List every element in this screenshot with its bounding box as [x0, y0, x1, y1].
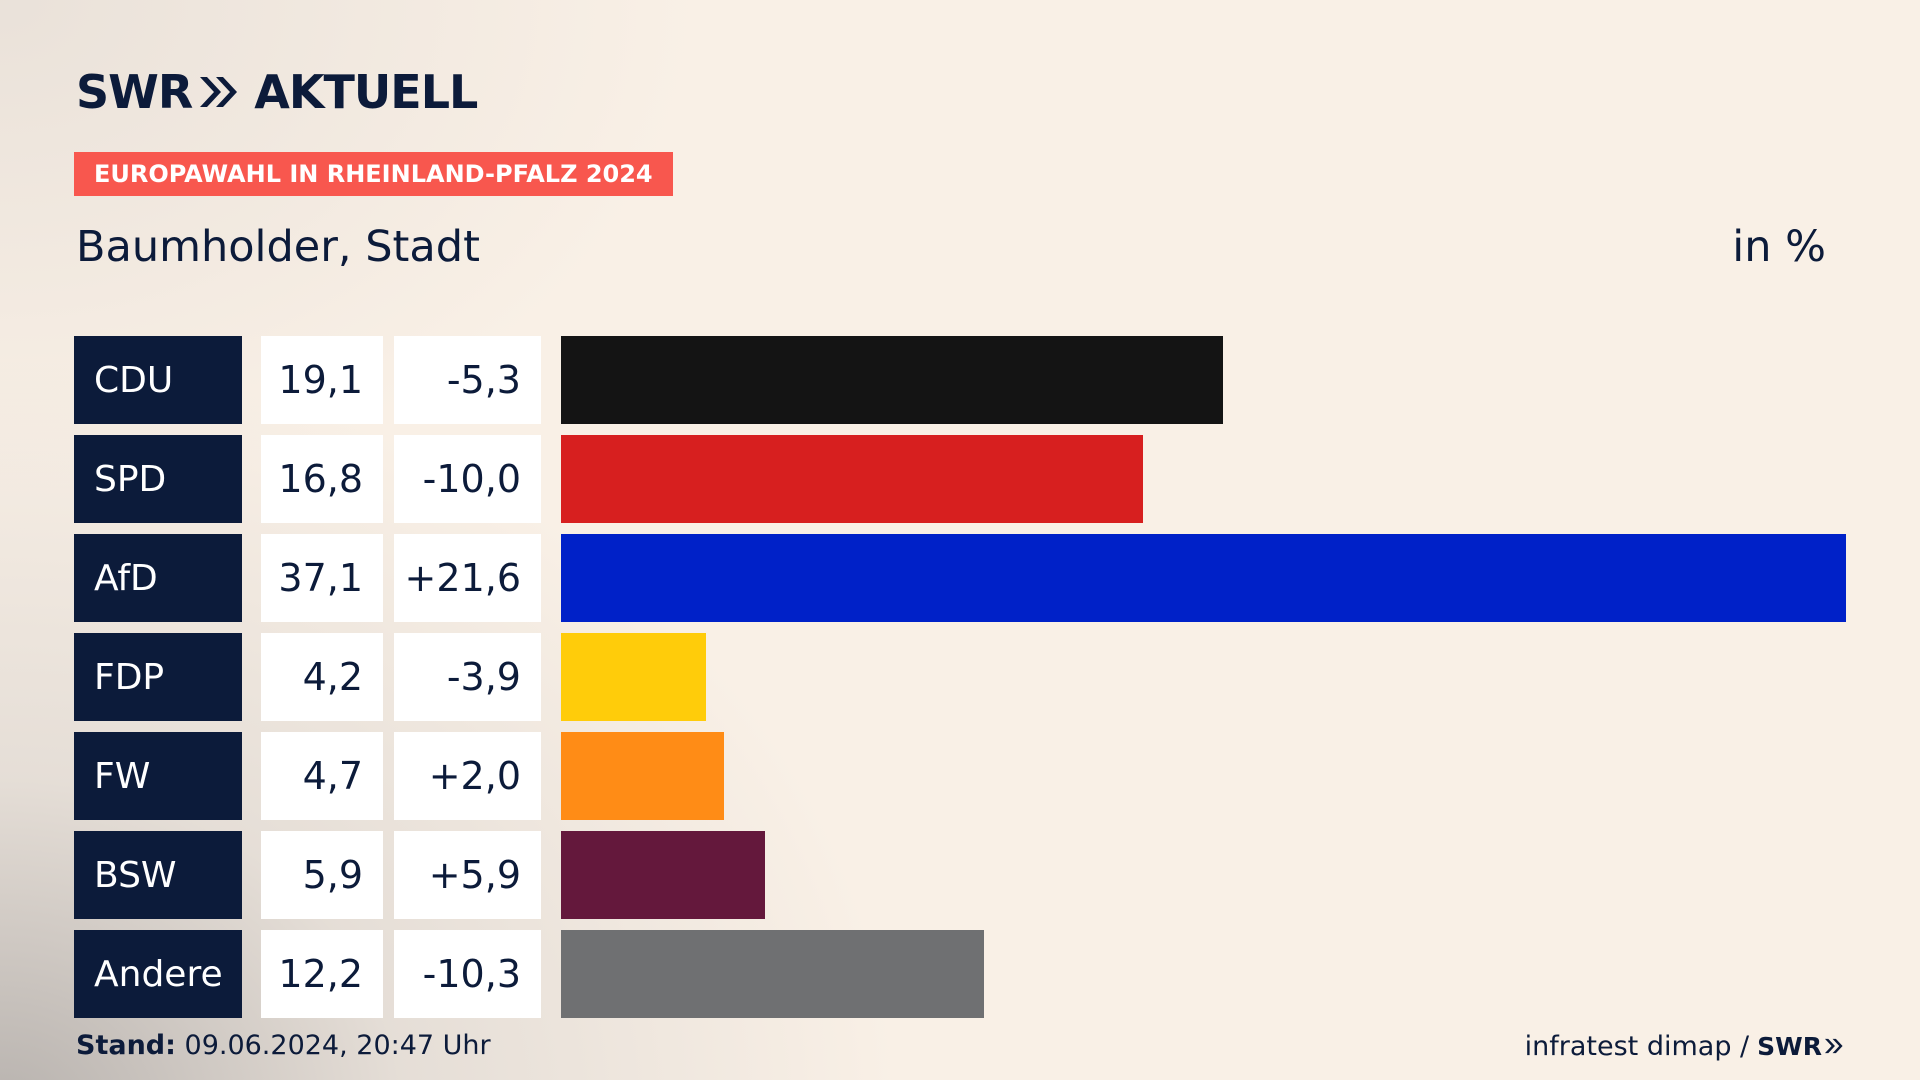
result-row: FDP 4,2 -3,9: [74, 633, 1846, 721]
swr-mini-logo: SWR: [1757, 1032, 1844, 1061]
vote-share-value: 16,8: [261, 435, 383, 523]
vote-share-value: 5,9: [261, 831, 383, 919]
election-tag: EUROPAWAHL IN RHEINLAND-PFALZ 2024: [74, 152, 673, 196]
vote-change-value: -5,3: [394, 336, 541, 424]
stand-value: 09.06.2024, 20:47 Uhr: [184, 1030, 491, 1061]
stand-label: Stand:: [76, 1030, 176, 1061]
result-row: AfD 37,1 +21,6: [74, 534, 1846, 622]
logo-aktuell-text: AKTUELL: [254, 65, 478, 119]
vote-share-value: 4,7: [261, 732, 383, 820]
vote-change-value: -10,3: [394, 930, 541, 1018]
vote-share-value: 12,2: [261, 930, 383, 1018]
result-bar: [561, 831, 766, 919]
party-label: Andere: [74, 930, 242, 1018]
party-label: AfD: [74, 534, 242, 622]
result-row: FW 4,7 +2,0: [74, 732, 1846, 820]
party-label: FW: [74, 732, 242, 820]
result-bar: [561, 534, 1846, 622]
vote-share-value: 37,1: [261, 534, 383, 622]
result-row: Andere 12,2 -10,3: [74, 930, 1846, 1018]
vote-change-value: -3,9: [394, 633, 541, 721]
double-chevron-icon: [200, 77, 238, 107]
vote-share-value: 19,1: [261, 336, 383, 424]
mini-double-chevron-icon: [1824, 1038, 1843, 1054]
party-label: SPD: [74, 435, 242, 523]
result-bar: [561, 930, 984, 1018]
swr-aktuell-logo: SWR AKTUELL: [76, 65, 478, 119]
chart-title: Baumholder, Stadt: [76, 222, 480, 272]
source-credit: infratest dimap / SWR: [1525, 1029, 1844, 1063]
vote-change-value: -10,0: [394, 435, 541, 523]
vote-change-value: +5,9: [394, 831, 541, 919]
result-row: SPD 16,8 -10,0: [74, 435, 1846, 523]
unit-label: in %: [1732, 222, 1826, 272]
party-label: BSW: [74, 831, 242, 919]
mini-logo-text: SWR: [1757, 1031, 1822, 1061]
source-text: infratest dimap /: [1524, 1030, 1750, 1062]
result-bar: [561, 633, 707, 721]
logo-swr-text: SWR: [76, 65, 193, 119]
result-row: CDU 19,1 -5,3: [74, 336, 1846, 424]
party-label: CDU: [74, 336, 242, 424]
party-label: FDP: [74, 633, 242, 721]
timestamp: Stand: 09.06.2024, 20:47 Uhr: [76, 1030, 491, 1061]
result-bar: [561, 732, 724, 820]
result-row: BSW 5,9 +5,9: [74, 831, 1846, 919]
result-bar: [561, 336, 1223, 424]
vote-change-value: +2,0: [394, 732, 541, 820]
result-bar: [561, 435, 1143, 523]
vote-change-value: +21,6: [394, 534, 541, 622]
vote-share-value: 4,2: [261, 633, 383, 721]
